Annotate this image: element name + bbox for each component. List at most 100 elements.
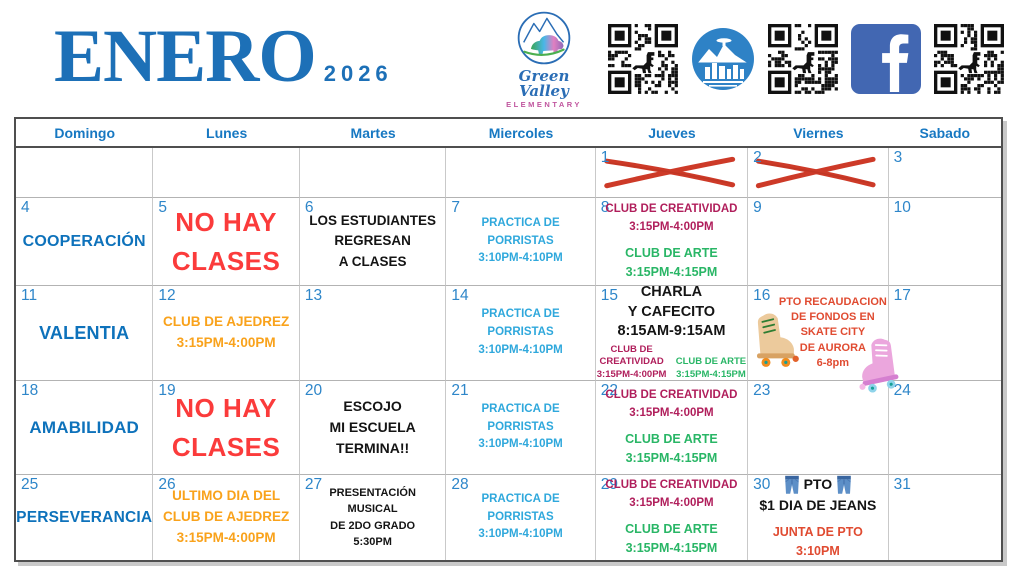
event-line: 3:15PM-4:00PM: [629, 221, 714, 234]
event-line: PTO RECAUDACION: [778, 295, 887, 308]
event: CHARLA Y CAFECITO 8:15AM-9:15AM: [617, 283, 725, 342]
event-line: 8:15AM-9:15AM: [617, 323, 726, 340]
event: CLUB DE ARTE 3:15PM-4:15PM: [625, 244, 718, 282]
calendar-cell-23: 23: [748, 381, 889, 475]
event-line: MUSICAL: [347, 503, 398, 515]
school-subtitle: ELEMENTARY: [506, 99, 582, 109]
event-line: 3:15PM-4:00PM: [629, 497, 714, 510]
date-label: 9: [753, 199, 762, 216]
date-label: 30: [753, 476, 771, 493]
date-label: 25: [21, 476, 39, 493]
date-label: 4: [21, 199, 30, 216]
date-label: 19: [158, 382, 176, 399]
event: CLUB DE ARTE 3:15PM-4:15PM: [625, 520, 718, 558]
event-line: DE AURORA: [799, 341, 866, 354]
weekday-label: Lunes: [206, 124, 248, 141]
event-line: 3:15PM-4:15PM: [625, 540, 718, 555]
weekday-label: Martes: [350, 124, 396, 141]
date-label: 13: [304, 287, 323, 304]
event-line: 3:10PM: [795, 544, 840, 559]
cell-events: COOPERACIÓN: [16, 198, 152, 285]
date-label: 24: [893, 382, 911, 399]
event-line: 3:15PM-4:15PM: [676, 368, 746, 380]
event: CLUB DE CREATIVIDAD 3:15PM-4:00PM: [605, 477, 737, 513]
calendar-cell-14: 14 PRACTICA DE PORRISTAS 3:10PM-4:10PM: [446, 286, 596, 381]
event-line: PRACTICA DE: [481, 308, 560, 321]
calendar-cell-12: 12 CLUB DE AJEDREZ 3:15PM-4:00PM: [153, 286, 300, 381]
cell-events: PERSEVERANCIA: [16, 475, 152, 560]
event: CLUB DE AJEDREZ 3:15PM-4:00PM: [163, 312, 289, 354]
date-label: 7: [451, 199, 460, 216]
event-line: PORRISTAS: [487, 234, 554, 247]
event: PRACTICA DE PORRISTAS 3:10PM-4:10PM: [478, 306, 562, 359]
event: CLUB DE ARTE 3:15PM-4:15PM: [676, 356, 746, 381]
calendar-cell-19: 19 NO HAY CLASES: [153, 381, 300, 475]
event-line: ULTIMO DIA DEL: [172, 488, 281, 504]
event-line: CLUB DE ARTE: [675, 356, 747, 368]
event-line: COOPERACIÓN: [22, 232, 146, 250]
event-line: PORRISTAS: [487, 510, 554, 523]
calendar-cell-26: 26 ULTIMO DIA DEL CLUB DE AJEDREZ 3:15PM-4:…: [153, 475, 300, 560]
calendar-cell-13: 13: [299, 286, 447, 381]
event-line: NO HAY: [175, 392, 277, 423]
event-line: CLASES: [171, 431, 281, 462]
cell-events: ULTIMO DIA DEL CLUB DE AJEDREZ 3:15PM-4:00…: [153, 475, 298, 560]
event: CLUB DE CREATIVIDAD 3:15PM-4:00PM: [605, 201, 737, 237]
date-label: 6: [304, 199, 314, 216]
calendar-cell-16: 16 PTO RECAUDACION DE FONDOS EN SKATE CITY D…: [748, 286, 899, 393]
header-logos: Green Valley ELEMENTARY: [493, 9, 1004, 109]
date-label: 16: [753, 287, 771, 304]
school-crest-icon: [517, 11, 571, 65]
weekday-label: Viernes: [793, 124, 844, 141]
qr-code-icon-1: [608, 23, 678, 94]
calendar-cell-28: 28 PRACTICA DE PORRISTAS 3:10PM-4:10PM: [446, 475, 596, 560]
event: NO HAY CLASES: [172, 389, 280, 467]
event-line: CLUB DE AJEDREZ: [163, 314, 290, 330]
event-line: NO HAY: [175, 206, 277, 237]
event-line: CLUB DE AJEDREZ: [163, 509, 290, 525]
event: PTO RECAUDACION DE FONDOS EN SKATE CITY DE …: [779, 295, 887, 372]
calendar-cell-31: 31: [889, 475, 1001, 560]
cell-events: PRACTICA DE PORRISTAS 3:10PM-4:10PM: [446, 475, 594, 560]
event: CLUB DE CREATIVIDAD 3:15PM-4:00PM: [597, 344, 667, 381]
event-line: TERMINA!!: [336, 440, 410, 456]
event-line: 3:15PM-4:15PM: [625, 450, 718, 465]
event-line: CLASES: [171, 245, 281, 276]
event: PTO $1 DIA DE JEANS: [759, 474, 876, 516]
event-line: PRESENTACIÓN: [329, 486, 416, 499]
cell-events: VALENTIA: [16, 286, 152, 380]
calendar-cell-empty: [299, 148, 447, 198]
calendar-cell-7: 7 PRACTICA DE PORRISTAS 3:10PM-4:10PM: [446, 198, 596, 286]
cell-events: CLUB DE CREATIVIDAD 3:15PM-4:00PM CLUB DE …: [596, 198, 747, 285]
city-of-aurora-logo-icon: [691, 27, 755, 91]
event-row: CLUB DE CREATIVIDAD 3:15PM-4:00PM CLUB DE A…: [597, 344, 746, 381]
weekday-label: Domingo: [54, 124, 116, 141]
event-line: A CLASES: [338, 253, 407, 269]
calendar: Domingo Lunes Martes Miercoles Jueves Viernes…: [14, 117, 1003, 562]
event: CLUB DE CREATIVIDAD 3:15PM-4:00PM: [605, 387, 737, 423]
date-label: 18: [21, 382, 39, 399]
event-line: 3:15PM-4:00PM: [596, 368, 667, 380]
calendar-cell-27: 27 PRESENTACIÓN MUSICAL DE 2DO GRADO 5:30PM: [300, 475, 447, 560]
event-line: Y CAFECITO: [627, 303, 716, 320]
event: COOPERACIÓN: [23, 233, 146, 251]
event-line: CLUB DE CREATIVIDAD: [605, 479, 738, 492]
event-line: AMABILIDAD: [29, 417, 140, 437]
calendar-cell-2: 2: [748, 148, 889, 198]
calendar-cell-22: 22 CLUB DE CREATIVIDAD 3:15PM-4:00PM CLUB D…: [595, 381, 749, 475]
event-line: 3:10PM-4:10PM: [478, 343, 563, 356]
date-label: 10: [893, 199, 911, 216]
event-line: PORRISTAS: [487, 420, 554, 433]
date-label: 21: [451, 382, 469, 399]
qr-code-icon-3: [934, 23, 1004, 94]
event: LOS ESTUDIANTES REGRESAN A CLASES: [309, 211, 436, 272]
roller-skate-icon: [748, 310, 802, 368]
cell-events: CHARLA Y CAFECITO 8:15AM-9:15AM CLUB DE CREA…: [596, 283, 747, 381]
calendar-cell-21: 21 PRACTICA DE PORRISTAS 3:10PM-4:10PM: [446, 381, 596, 475]
calendar-cell-24: 24: [888, 381, 1001, 475]
event: PERSEVERANCIA: [16, 509, 152, 527]
calendar-cell-30: 30 PTO $1 DIA DE JEANS JUNTA DE PTO 3:10PM: [748, 474, 889, 560]
date-label: 26: [158, 476, 176, 493]
calendar-cell-6: 6 LOS ESTUDIANTES REGRESAN A CLASES: [299, 198, 447, 286]
